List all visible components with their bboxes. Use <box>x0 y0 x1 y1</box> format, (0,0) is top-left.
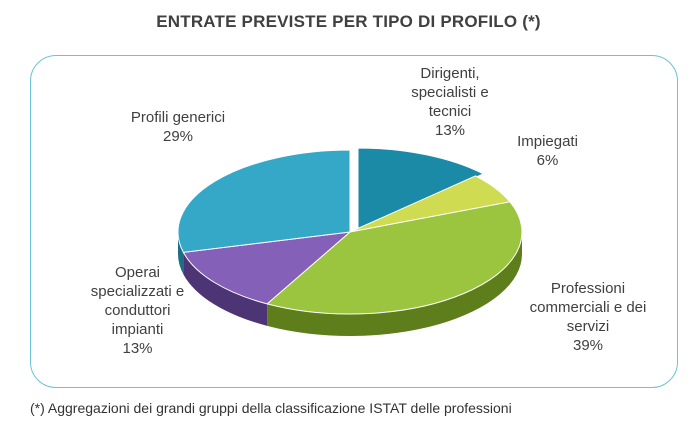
slice-label-professioni: Professioni commerciali e dei servizi 39… <box>503 279 673 355</box>
slice-label-operai: Operai specializzati e conduttori impian… <box>65 263 210 358</box>
slice-label-profili-generici: Profili generici 29% <box>98 108 258 146</box>
slice-label-dirigenti: Dirigenti, specialisti e tecnici 13% <box>380 64 520 140</box>
slice-label-impiegati: Impiegati 6% <box>500 132 595 170</box>
footnote: (*) Aggregazioni dei grandi gruppi della… <box>30 400 512 416</box>
